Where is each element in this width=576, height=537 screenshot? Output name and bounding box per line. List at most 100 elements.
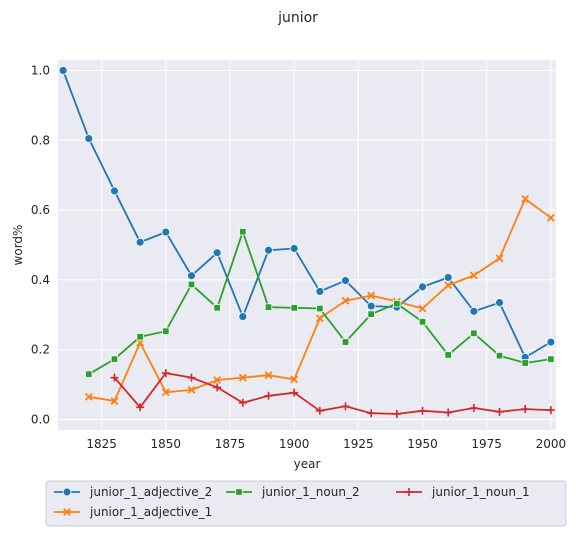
data-point <box>341 338 350 346</box>
legend-marker <box>63 508 71 516</box>
data-point <box>495 298 504 307</box>
legend-box <box>45 480 567 527</box>
y-axis-ticks: 0.0 0.2 0.4 0.6 0.8 1.0 <box>31 63 50 426</box>
legend-label: junior_1_noun_2 <box>261 485 360 499</box>
data-point <box>162 327 170 335</box>
data-point <box>264 371 273 380</box>
x-axis-ticks: 1825 1850 1875 1900 1925 1950 1975 2000 <box>86 437 566 451</box>
series-layer <box>58 66 556 418</box>
data-point <box>161 369 170 378</box>
data-point <box>444 281 453 290</box>
data-point <box>110 373 119 382</box>
data-point <box>495 351 504 360</box>
data-point <box>341 402 350 411</box>
legend-entry: junior_1_adjective_2 <box>54 485 212 499</box>
x-tick-label: 1975 <box>471 437 502 451</box>
data-point <box>239 228 247 236</box>
data-point <box>135 237 145 247</box>
data-point <box>418 318 427 326</box>
data-point <box>495 254 504 263</box>
series-junior_1_adjective_1 <box>84 194 555 405</box>
data-point <box>521 405 530 414</box>
data-point <box>367 409 376 418</box>
x-tick-label: 1850 <box>151 437 182 451</box>
data-point <box>469 306 479 316</box>
data-point <box>187 385 196 394</box>
legend-entry: junior_1_adjective_1 <box>54 505 212 519</box>
data-point <box>213 376 222 385</box>
data-point <box>444 351 452 359</box>
data-point <box>110 355 119 363</box>
data-point <box>238 398 247 407</box>
data-point <box>58 66 68 75</box>
legend-label: junior_1_adjective_2 <box>89 485 212 499</box>
data-point <box>110 186 119 196</box>
data-point <box>136 403 145 412</box>
legend-marker <box>235 488 243 496</box>
data-point <box>290 304 298 312</box>
data-point <box>290 375 299 384</box>
data-point <box>418 304 427 313</box>
data-point <box>521 194 530 203</box>
data-point <box>84 134 94 143</box>
data-point <box>136 338 145 347</box>
data-point <box>366 301 376 311</box>
legend-entry: junior_1_noun_2 <box>226 485 360 499</box>
y-tick-label: 1.0 <box>31 63 50 77</box>
y-tick-label: 0.0 <box>31 413 50 427</box>
x-tick-label: 1875 <box>215 437 246 451</box>
data-point <box>546 337 556 347</box>
grid-lines <box>58 60 556 430</box>
chart-title: junior <box>277 10 318 26</box>
data-point <box>341 276 350 286</box>
x-tick-label: 1950 <box>407 437 438 451</box>
series-junior_1_noun_2 <box>85 228 555 378</box>
data-point <box>238 312 248 321</box>
data-point <box>444 408 453 417</box>
data-point <box>469 404 478 413</box>
series-junior_1_noun_1 <box>110 369 555 418</box>
data-point <box>136 333 144 341</box>
data-point <box>85 370 93 378</box>
data-point <box>161 388 170 397</box>
data-point <box>495 407 504 416</box>
data-point <box>315 406 324 415</box>
data-point <box>161 227 171 237</box>
data-point <box>84 392 93 401</box>
data-point <box>238 373 247 382</box>
data-point <box>264 391 273 400</box>
data-point <box>213 383 222 392</box>
x-tick-label: 1825 <box>86 437 117 451</box>
data-point <box>213 304 221 312</box>
data-point <box>264 245 273 255</box>
x-tick-label: 2000 <box>536 437 567 451</box>
y-tick-label: 0.8 <box>31 133 50 147</box>
series-line <box>113 372 551 415</box>
data-point <box>315 287 325 296</box>
data-point <box>316 304 324 313</box>
data-point <box>393 299 401 308</box>
legend-label: junior_1_noun_1 <box>431 485 530 499</box>
legend-label: junior_1_adjective_1 <box>89 505 212 519</box>
legend-entry: junior_1_noun_1 <box>396 485 530 499</box>
y-tick-label: 0.2 <box>31 343 50 357</box>
data-point <box>546 213 555 222</box>
x-axis-label: year <box>294 457 321 471</box>
series-line <box>62 70 552 359</box>
data-point <box>187 280 196 289</box>
data-point <box>110 397 119 405</box>
data-point <box>547 355 555 363</box>
legend-marker <box>405 488 413 496</box>
data-point <box>546 406 555 415</box>
y-tick-label: 0.4 <box>31 273 50 287</box>
data-point <box>315 314 324 323</box>
data-point <box>392 409 401 418</box>
data-point <box>418 282 427 292</box>
data-point <box>187 373 196 382</box>
legend: junior_1_adjective_2 junior_1_adjective_1… <box>45 480 567 527</box>
data-point <box>470 329 478 338</box>
plot-area <box>58 60 556 430</box>
data-point <box>418 406 427 415</box>
data-point <box>469 271 478 280</box>
